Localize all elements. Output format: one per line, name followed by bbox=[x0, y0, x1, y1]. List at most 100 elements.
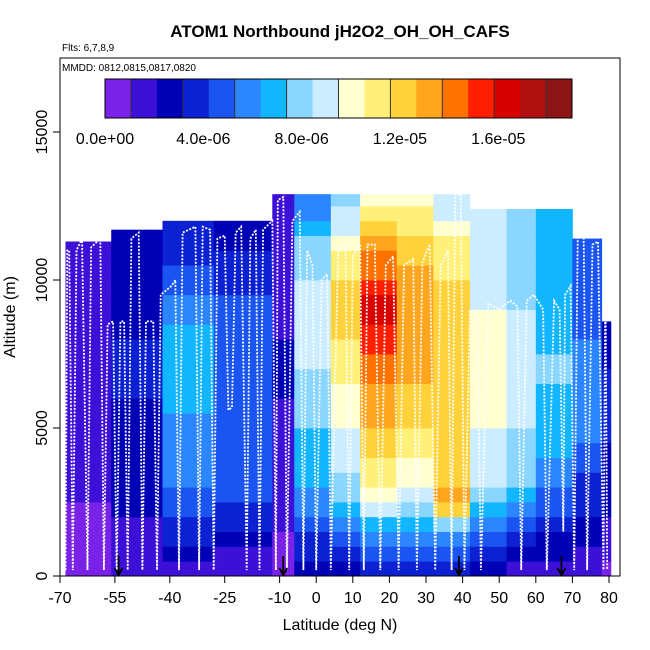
heatmap-cell bbox=[286, 206, 295, 222]
heatmap-cell bbox=[360, 457, 368, 473]
colorbar-swatch bbox=[182, 79, 210, 118]
heatmap-cell bbox=[88, 428, 97, 444]
heatmap-cell bbox=[88, 398, 97, 414]
heatmap-cell bbox=[491, 457, 500, 473]
heatmap-cell bbox=[506, 294, 515, 310]
heatmap-cell bbox=[264, 280, 273, 296]
heatmap-cell bbox=[587, 339, 595, 355]
heatmap-cell bbox=[323, 472, 332, 488]
heatmap-cell bbox=[257, 502, 266, 518]
heatmap-cell bbox=[447, 309, 456, 325]
heatmap-cell bbox=[125, 235, 134, 251]
heatmap-cell bbox=[404, 398, 412, 414]
heatmap-cell bbox=[294, 531, 302, 547]
heatmap-cell bbox=[243, 442, 251, 458]
heatmap-cell bbox=[169, 265, 178, 281]
heatmap-cell bbox=[95, 324, 105, 340]
heatmap-cell bbox=[338, 265, 346, 281]
heatmap-cell bbox=[65, 294, 74, 310]
heatmap-cell bbox=[491, 383, 500, 399]
heatmap-cell bbox=[433, 383, 442, 399]
heatmap-cell bbox=[323, 220, 332, 236]
heatmap-cell bbox=[506, 561, 515, 577]
heatmap-cell bbox=[169, 531, 178, 547]
heatmap-cell bbox=[440, 235, 449, 251]
heatmap-cell bbox=[250, 531, 259, 547]
heatmap-cell bbox=[133, 502, 141, 518]
heatmap-cell bbox=[404, 194, 412, 207]
heatmap-cell bbox=[587, 516, 595, 532]
heatmap-cell bbox=[221, 457, 229, 473]
heatmap-cell bbox=[411, 546, 420, 562]
heatmap-cell bbox=[169, 368, 178, 384]
heatmap-cell bbox=[147, 294, 156, 310]
heatmap-cell bbox=[264, 265, 273, 281]
heatmap-cell bbox=[367, 428, 376, 444]
heatmap-cell bbox=[235, 457, 244, 473]
heatmap-cell bbox=[73, 309, 82, 325]
heatmap-cell bbox=[177, 487, 185, 503]
heatmap-cell bbox=[587, 250, 595, 266]
heatmap-cell bbox=[80, 472, 89, 488]
heatmap-cell bbox=[535, 546, 544, 562]
heatmap-cell bbox=[447, 457, 456, 473]
heatmap-cell bbox=[433, 368, 442, 384]
heatmap-cell bbox=[316, 206, 324, 222]
heatmap-cell bbox=[389, 413, 398, 429]
heatmap-cell bbox=[169, 354, 178, 370]
heatmap-cell bbox=[382, 398, 390, 414]
heatmap-cell bbox=[404, 280, 412, 296]
heatmap-cell bbox=[447, 206, 456, 222]
heatmap-cell bbox=[147, 487, 156, 503]
heatmap-cell bbox=[345, 487, 354, 503]
heatmap-cell bbox=[140, 235, 149, 251]
x-axis-label: Latitude (deg N) bbox=[283, 617, 398, 634]
heatmap-cell bbox=[426, 383, 434, 399]
heatmap-cell bbox=[184, 309, 193, 325]
heatmap-cell bbox=[338, 487, 346, 503]
heatmap-cell bbox=[338, 235, 346, 251]
heatmap-cell bbox=[455, 457, 464, 473]
heatmap-cell bbox=[272, 413, 281, 429]
heatmap-cell bbox=[477, 235, 485, 251]
heatmap-cell bbox=[550, 235, 559, 251]
heatmap-cell bbox=[301, 531, 310, 547]
heatmap-cell bbox=[133, 561, 141, 577]
heatmap-cell bbox=[279, 546, 288, 562]
heatmap-cell bbox=[228, 265, 237, 281]
heatmap-cell bbox=[440, 502, 449, 518]
heatmap-cell bbox=[250, 442, 259, 458]
heatmap-cell bbox=[550, 472, 559, 488]
heatmap-cell bbox=[206, 383, 215, 399]
heatmap-cell bbox=[382, 309, 390, 325]
heatmap-cell bbox=[308, 339, 317, 355]
x-tick-label: 20 bbox=[381, 590, 399, 607]
heatmap-cell bbox=[199, 354, 207, 370]
heatmap-cell bbox=[88, 472, 97, 488]
heatmap-cell bbox=[155, 339, 163, 355]
heatmap-cell bbox=[411, 516, 420, 532]
heatmap-cell bbox=[330, 413, 339, 429]
heatmap-cell bbox=[294, 487, 302, 503]
heatmap-cell bbox=[491, 354, 500, 370]
heatmap-cell bbox=[587, 398, 595, 414]
heatmap-cell bbox=[140, 294, 149, 310]
heatmap-cell bbox=[374, 368, 383, 384]
heatmap-cell bbox=[382, 428, 390, 444]
x-tick-label: 80 bbox=[600, 590, 618, 607]
heatmap-cell bbox=[455, 309, 464, 325]
heatmap-cell bbox=[521, 546, 529, 562]
heatmap-cell bbox=[477, 413, 485, 429]
heatmap-cell bbox=[382, 457, 390, 473]
heatmap-cell bbox=[264, 250, 273, 266]
heatmap-cell bbox=[594, 238, 603, 251]
heatmap-cell bbox=[484, 413, 493, 429]
heatmap-cell bbox=[374, 324, 383, 340]
heatmap-cell bbox=[535, 472, 544, 488]
heatmap-cell bbox=[111, 294, 119, 310]
heatmap-cell bbox=[382, 561, 390, 577]
heatmap-cell bbox=[140, 354, 149, 370]
heatmap-cell bbox=[404, 428, 412, 444]
heatmap-cell bbox=[521, 442, 529, 458]
heatmap-cell bbox=[184, 442, 193, 458]
